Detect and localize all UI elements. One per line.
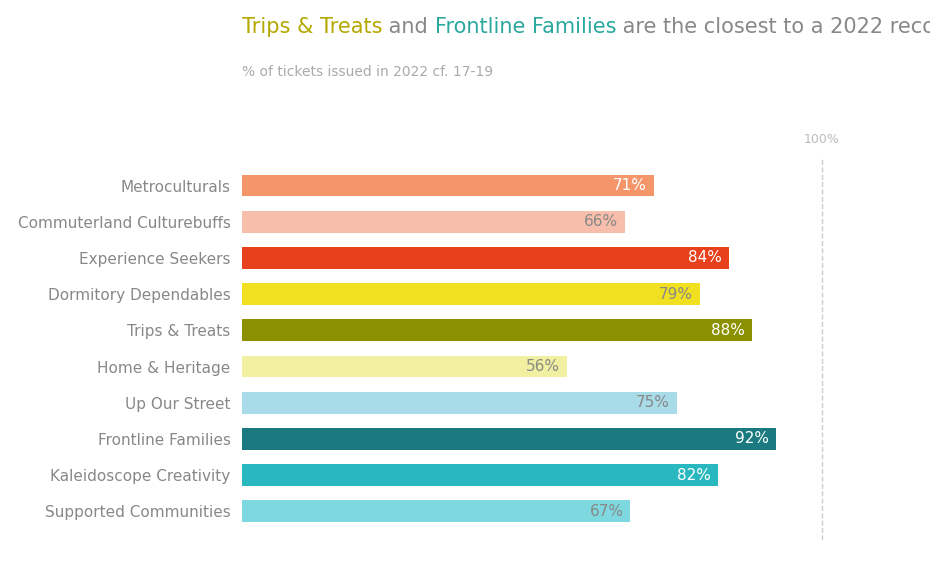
Text: Frontline Families: Frontline Families xyxy=(434,17,617,37)
Bar xyxy=(242,211,625,233)
Text: % of tickets issued in 2022 cf. 17-19: % of tickets issued in 2022 cf. 17-19 xyxy=(242,65,493,79)
Bar xyxy=(242,356,566,378)
Text: 75%: 75% xyxy=(636,395,670,410)
Bar xyxy=(242,500,631,522)
Bar xyxy=(242,319,752,341)
Bar xyxy=(242,392,677,414)
Text: 82%: 82% xyxy=(677,468,711,483)
Text: 92%: 92% xyxy=(735,432,768,446)
Bar xyxy=(242,428,776,450)
Bar xyxy=(242,283,700,305)
Text: and: and xyxy=(382,17,434,37)
Text: 71%: 71% xyxy=(613,178,646,193)
Text: 88%: 88% xyxy=(711,323,745,338)
Text: are the closest to a 2022 recovery: are the closest to a 2022 recovery xyxy=(617,17,930,37)
Text: 79%: 79% xyxy=(659,287,693,302)
Text: 100%: 100% xyxy=(804,133,840,146)
Bar xyxy=(242,464,718,486)
Bar xyxy=(242,247,729,269)
Text: Trips & Treats: Trips & Treats xyxy=(242,17,382,37)
Text: 66%: 66% xyxy=(584,214,618,229)
Text: 84%: 84% xyxy=(688,251,723,265)
Text: 67%: 67% xyxy=(590,504,623,519)
Bar xyxy=(242,175,654,197)
Text: 56%: 56% xyxy=(525,359,560,374)
